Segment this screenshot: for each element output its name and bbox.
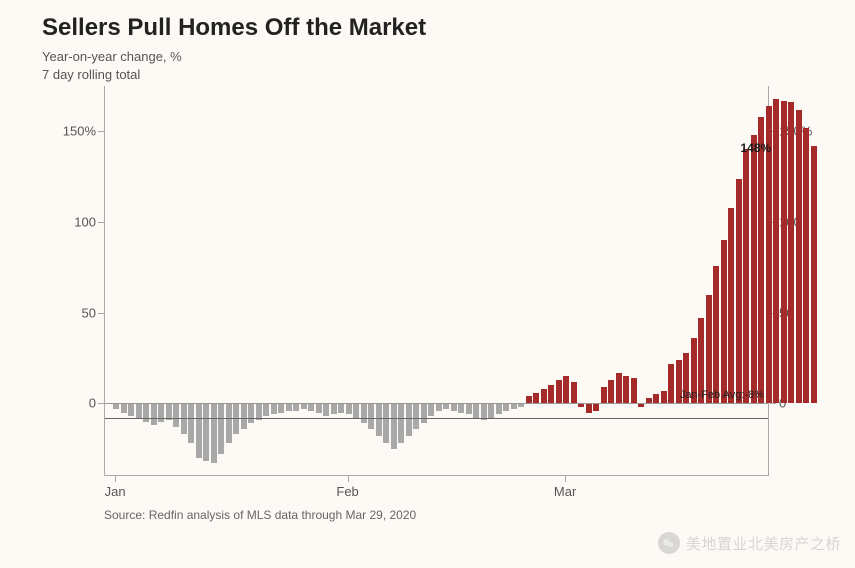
bar [533,393,539,404]
bar [196,403,202,457]
x-tick-label: Feb [336,484,358,499]
bar [668,364,674,404]
bar [353,403,359,418]
bar [398,403,404,443]
bar [706,295,712,404]
bar [428,403,434,416]
bar [743,149,749,403]
bar [323,403,329,416]
bar [473,403,479,418]
chart-title: Sellers Pull Homes Off the Market [42,14,832,42]
bar [458,403,464,412]
bar [421,403,427,423]
zero-line [105,403,768,404]
bar [496,403,502,414]
bar [563,376,569,403]
bar [796,110,802,404]
bar [728,208,734,404]
bar [211,403,217,463]
bar [488,403,494,418]
bar [623,376,629,403]
wechat-icon [658,532,680,554]
bar [773,99,779,404]
watermark: 美地置业北美房产之桥 [658,532,841,554]
bar [226,403,232,443]
bar [788,102,794,403]
bar [586,403,592,412]
x-tick-label: Jan [105,484,126,499]
bar [263,403,269,416]
bar [278,403,284,412]
bar [218,403,224,454]
bar [736,179,742,404]
y-tick-left: 100 [42,215,96,230]
bar [608,380,614,404]
bar [293,403,299,410]
bar [751,135,757,403]
callout-value: 148% [741,141,772,155]
y-tick-left: 150% [42,124,96,139]
bar [151,403,157,425]
bar [721,240,727,403]
bar [361,403,367,423]
bar [661,391,667,404]
x-tick-label: Mar [554,484,576,499]
bar [781,101,787,404]
bar [383,403,389,443]
bar [653,394,659,403]
bar [286,403,292,410]
avg-line [105,418,768,419]
bar [616,373,622,404]
bar [391,403,397,448]
bar [136,403,142,418]
bar [376,403,382,436]
bar [271,403,277,414]
bar [571,382,577,404]
chart-subtitle-1: Year-on-year change, % [42,48,832,66]
bar [121,403,127,412]
bar [331,403,337,414]
bar [346,403,352,414]
bar [451,403,457,410]
bar [241,403,247,428]
bar [436,403,442,410]
plot-area: Jan-Feb Avg:-8% 148% [104,86,769,476]
y-tick-left: 50 [42,305,96,320]
bar [601,387,607,403]
chart-area: 050100150% 050100150% Jan-Feb Avg:-8% 14… [42,86,832,526]
bars-group [105,86,768,475]
bar [811,146,817,404]
bar [503,403,509,410]
bar [173,403,179,427]
bar [316,403,322,412]
bar [368,403,374,428]
bar [128,403,134,416]
bar [548,385,554,403]
chart-subtitle-2: 7 day rolling total [42,66,832,84]
bar [406,403,412,436]
y-tick-left: 0 [42,396,96,411]
bar [203,403,209,461]
bar [713,266,719,404]
bar [338,403,344,412]
bar [541,389,547,404]
bar [466,403,472,414]
bar [593,403,599,410]
source-text: Source: Redfin analysis of MLS data thro… [104,508,416,522]
bar [556,380,562,404]
bar [526,396,532,403]
bar [758,117,764,404]
bar [413,403,419,428]
watermark-text: 美地置业北美房产之桥 [686,533,841,554]
avg-line-label: Jan-Feb Avg:-8% [680,389,764,401]
bar [803,128,809,404]
bar [631,378,637,403]
bar [308,403,314,410]
bar [188,403,194,443]
bar [248,403,254,423]
